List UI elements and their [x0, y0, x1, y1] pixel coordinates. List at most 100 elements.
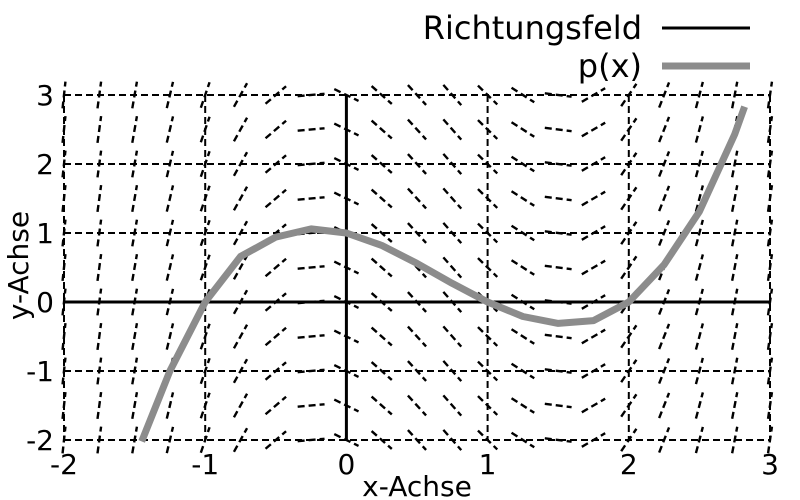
field-segment: [658, 323, 671, 350]
field-segment: [370, 85, 393, 105]
field-segment: [131, 391, 139, 420]
field-segment: [165, 392, 175, 419]
field-segment: [694, 323, 705, 350]
legend-label: Richtungsfeld: [423, 9, 642, 47]
field-segment: [694, 357, 705, 385]
field-segment: [544, 92, 572, 98]
field-segment: [264, 395, 287, 416]
field-segment: [370, 257, 393, 278]
field-segment: [370, 326, 393, 347]
field-segment: [694, 150, 705, 178]
field-segment: [766, 322, 774, 351]
field-segment: [510, 397, 535, 414]
field-segment: [544, 264, 572, 271]
field-segment: [131, 184, 139, 213]
x-tick-label: 3: [761, 448, 779, 481]
y-tick-label: -2: [26, 424, 54, 457]
field-segment: [766, 253, 774, 282]
field-segment: [131, 253, 139, 282]
field-segment: [297, 334, 325, 339]
x-axis-label: x-Achse: [362, 470, 472, 500]
y-tick-label: 1: [36, 217, 54, 250]
legend-label: p(x): [578, 47, 642, 85]
field-segment: [510, 224, 535, 242]
field-segment: [730, 426, 739, 454]
y-axis-label: y-Achse: [2, 211, 35, 320]
field-segment: [165, 116, 175, 143]
axes: [64, 95, 770, 440]
field-segment: [694, 219, 705, 247]
y-tick-label: -1: [26, 355, 54, 388]
field-segment: [730, 392, 739, 419]
field-segment: [96, 322, 103, 351]
y-tick-label: 3: [36, 79, 54, 112]
x-tick-label: -1: [191, 448, 219, 481]
field-segment: [658, 116, 671, 143]
field-segment: [370, 395, 393, 416]
field-segment: [581, 328, 606, 345]
field-segment: [370, 361, 393, 381]
field-segment: [407, 118, 427, 141]
field-segment: [544, 333, 572, 340]
field-segment: [370, 154, 393, 174]
field-segment: [581, 397, 606, 414]
field-segment: [199, 254, 211, 281]
field-segment: [264, 257, 287, 278]
x-tick-label: 2: [620, 448, 638, 481]
field-segment: [131, 322, 139, 351]
field-segment: [232, 117, 249, 142]
y-tick-label: 2: [36, 148, 54, 181]
series-p-x-curve: [138, 105, 748, 443]
x-tick-label: 0: [337, 448, 355, 481]
field-segment: [442, 187, 463, 210]
field-segment: [544, 230, 572, 236]
field-segment: [510, 431, 535, 449]
field-segment: [442, 256, 463, 279]
field-segment: [510, 259, 535, 276]
field-segment: [510, 328, 535, 345]
field-segment: [232, 324, 249, 349]
curve-layer: [138, 105, 748, 443]
field-segment: [96, 391, 103, 420]
field-segment: [297, 127, 325, 132]
field-segment: [730, 150, 739, 178]
field-segment: [694, 81, 705, 109]
field-segment: [477, 326, 499, 347]
field-segment: [297, 403, 325, 408]
field-segment: [510, 86, 535, 104]
field-segment: [407, 325, 427, 348]
field-segment: [544, 126, 572, 133]
field-segment: [544, 368, 572, 374]
field-segment: [510, 362, 535, 380]
field-segment: [232, 186, 249, 211]
field-segment: [442, 118, 463, 141]
field-segment: [370, 188, 393, 209]
field-segment: [264, 188, 287, 209]
field-segment: [730, 357, 739, 385]
field-segment: [694, 116, 705, 143]
field-segment: [96, 184, 103, 213]
field-segment: [694, 392, 705, 419]
field-segment: [407, 394, 427, 417]
field-segment: [165, 185, 175, 212]
x-tick-label: 1: [479, 448, 497, 481]
field-segment: [544, 161, 572, 167]
field-segment: [730, 81, 739, 109]
field-segment: [694, 426, 705, 454]
field-segment: [620, 324, 638, 349]
field-segment: [730, 254, 739, 281]
field-segment: [131, 115, 139, 144]
field-segment: [730, 185, 739, 212]
field-segment: [544, 437, 572, 443]
x-tick-label: -2: [50, 448, 78, 481]
field-segment: [442, 394, 463, 417]
field-segment: [510, 190, 535, 207]
field-segment: [407, 187, 427, 210]
field-segment: [232, 393, 249, 418]
field-segment: [658, 392, 671, 419]
field-segment: [658, 185, 671, 212]
field-segment: [96, 115, 103, 144]
field-segment: [297, 265, 325, 270]
field-segment: [370, 223, 393, 243]
